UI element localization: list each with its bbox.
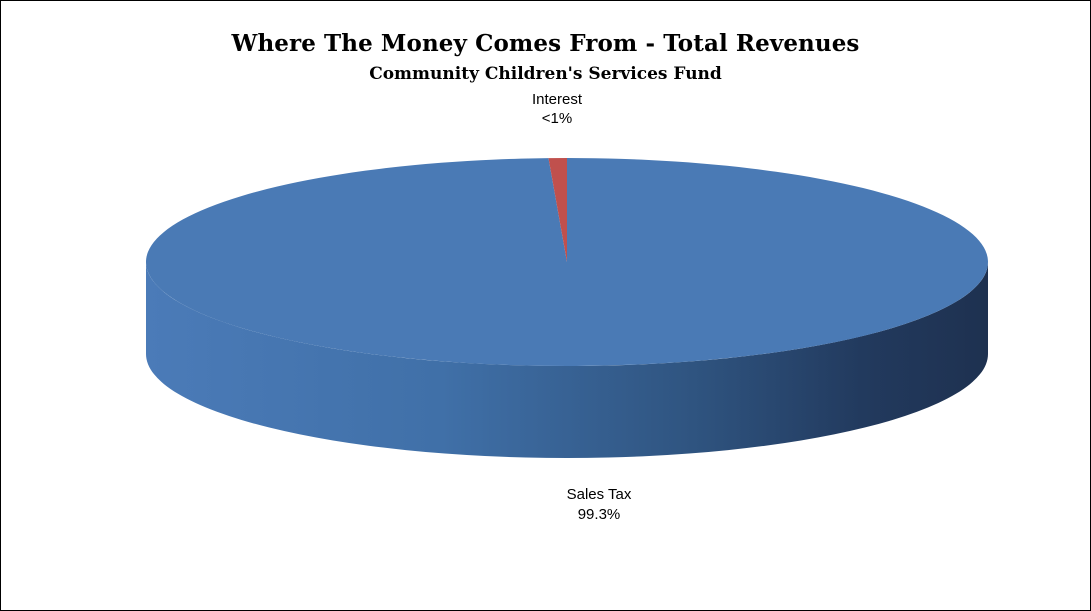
chart-title: Where The Money Comes From - Total Reven… (231, 30, 860, 57)
slice-label-sales-tax-name: Sales Tax (567, 486, 632, 503)
pie-slice-sales-tax (145, 158, 988, 367)
pie-side-sales-tax (146, 262, 988, 458)
chart-subtitle: Community Children's Services Fund (369, 64, 722, 84)
slice-label-sales-tax-value: 99.3% (578, 506, 621, 523)
slice-label-interest-value: <1% (542, 110, 572, 127)
slice-label-interest-name: Interest (532, 91, 583, 108)
pie-slice-interest (548, 158, 567, 262)
